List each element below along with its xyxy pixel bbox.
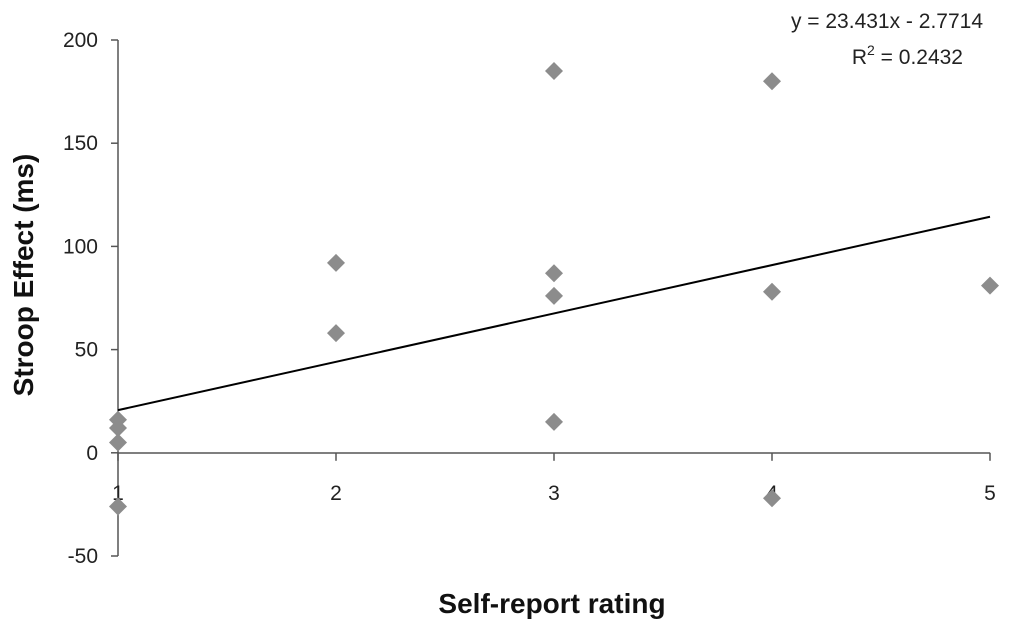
data-point (763, 72, 781, 91)
x-tick-label: 1 (112, 482, 124, 505)
data-point (545, 264, 563, 283)
data-point (545, 61, 563, 80)
x-tick-label: 5 (984, 482, 996, 505)
data-point (109, 497, 127, 516)
trendline (117, 215, 991, 412)
data-point (109, 433, 127, 452)
data-point (545, 412, 563, 431)
y-axis (111, 39, 119, 557)
x-axis-title: Self-report rating (438, 588, 665, 619)
y-tick-label: 0 (86, 442, 98, 465)
r-squared-label: R2 = 0.2432 (852, 42, 963, 69)
x-tick-label: 3 (548, 482, 560, 505)
y-tick-label: 200 (63, 29, 98, 52)
data-point (109, 419, 127, 438)
data-points (109, 61, 999, 516)
x-tick-label: 2 (330, 482, 342, 505)
data-point (981, 276, 999, 295)
data-point (327, 324, 345, 343)
x-axis (117, 452, 991, 461)
r-squared-value: = 0.2432 (875, 46, 963, 69)
r-squared-superscript: 2 (867, 42, 875, 58)
y-tick-labels: 200 150 100 50 0 -50 (63, 29, 98, 568)
trendline-equation: y = 23.431x - 2.7714 (791, 10, 983, 33)
data-point (545, 286, 563, 305)
data-point (763, 489, 781, 508)
r-squared-r: R (852, 46, 867, 69)
y-tick-label: 100 (63, 235, 98, 258)
y-axis-title: Stroop Effect (ms) (8, 154, 39, 397)
x-tick-labels: 12345 (112, 482, 996, 505)
data-point (763, 282, 781, 301)
y-tick-label: 50 (75, 339, 98, 362)
y-tick-label: -50 (68, 545, 98, 568)
y-tick-label: 150 (63, 132, 98, 155)
trendline-group (117, 215, 991, 412)
data-point (327, 253, 345, 272)
